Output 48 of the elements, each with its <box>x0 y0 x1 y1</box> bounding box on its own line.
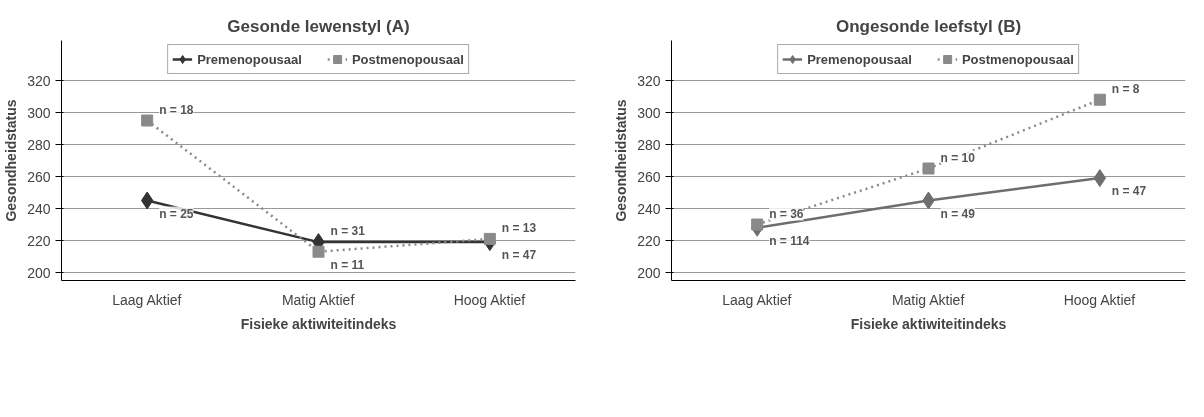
point <box>751 218 764 231</box>
y-axis-title: Gesondheidstatus <box>613 99 630 222</box>
chart-title: Ongesonde leefstyl (B) <box>835 16 1022 36</box>
x-tick-label: Matig Aktief <box>891 291 965 308</box>
annotation: n = 31 <box>330 224 366 239</box>
point <box>1093 93 1106 106</box>
point <box>922 162 935 175</box>
y-tick-label: 200 <box>27 264 51 281</box>
y-axis-title: Gesondheidstatus <box>3 99 20 222</box>
legend-label: Premenopousaal <box>807 51 912 67</box>
y-tick-label: 280 <box>27 136 51 153</box>
annotation: n = 114 <box>769 233 810 248</box>
annotation: n = 13 <box>501 220 537 235</box>
y-tick-label: 200 <box>637 264 661 281</box>
y-tick-label: 220 <box>27 232 51 249</box>
annotation: n = 49 <box>940 206 976 221</box>
point <box>483 232 496 245</box>
legend-label: Postmenopousaal <box>351 51 464 67</box>
legend-label: Postmenopousaal <box>961 51 1074 67</box>
x-axis-title: Fisieke aktiwiteitindeks <box>240 315 397 332</box>
y-tick-label: 280 <box>637 136 661 153</box>
y-tick-label: 260 <box>27 168 51 185</box>
y-tick-label: 300 <box>637 104 661 121</box>
y-tick-label: 300 <box>27 104 51 121</box>
y-tick-label: 240 <box>27 200 51 217</box>
annotation: n = 47 <box>1111 184 1147 199</box>
annotation: n = 11 <box>330 257 365 272</box>
annotation: n = 8 <box>1111 81 1140 96</box>
x-tick-label: Matig Aktief <box>281 291 355 308</box>
y-tick-label: 220 <box>637 232 661 249</box>
x-tick-label: Laag Aktief <box>722 291 792 308</box>
x-axis-title: Fisieke aktiwiteitindeks <box>850 315 1007 332</box>
point <box>141 114 154 127</box>
point <box>312 245 325 258</box>
x-tick-label: Hoog Aktief <box>1063 291 1136 308</box>
x-tick-label: Hoog Aktief <box>453 291 526 308</box>
y-tick-label: 320 <box>27 72 51 89</box>
y-tick-label: 320 <box>637 72 661 89</box>
y-tick-label: 240 <box>637 200 661 217</box>
annotation: n = 25 <box>159 206 194 221</box>
chart-title: Gesonde lewenstyl (A) <box>227 16 410 36</box>
annotation: n = 36 <box>769 206 804 221</box>
x-tick-label: Laag Aktief <box>112 291 182 308</box>
legend-label: Premenopousaal <box>197 51 302 67</box>
annotation: n = 10 <box>940 150 976 165</box>
annotation: n = 18 <box>159 102 194 117</box>
y-tick-label: 260 <box>637 168 661 185</box>
annotation: n = 47 <box>501 248 537 263</box>
